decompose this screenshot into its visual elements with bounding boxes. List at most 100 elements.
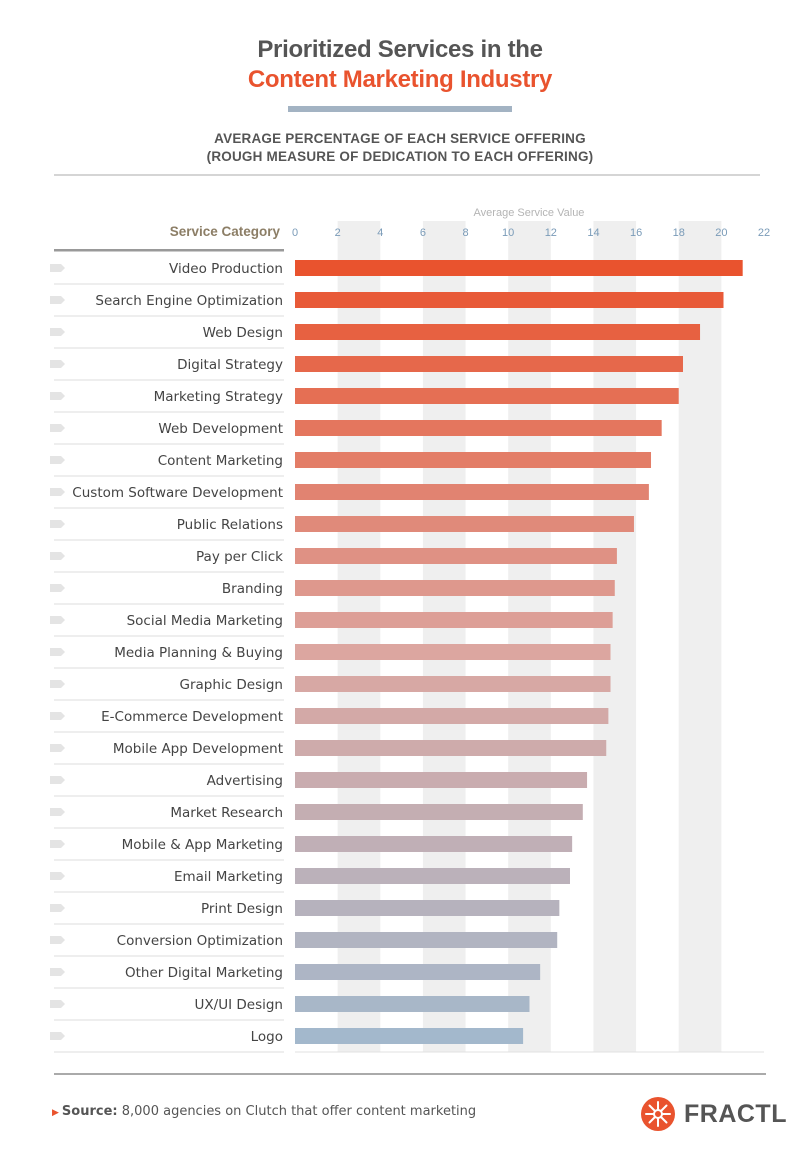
grid-band (422, 221, 466, 1052)
category-label: Email Marketing (174, 869, 283, 885)
row-bullet-icon (50, 616, 65, 624)
x-tick-label: 14 (587, 227, 599, 239)
category-label: Public Relations (177, 517, 283, 533)
title-underline (288, 106, 512, 112)
category-label: Media Planning & Buying (114, 645, 283, 661)
bar (295, 420, 662, 436)
row-bullet-icon (50, 456, 65, 464)
bar (295, 836, 573, 852)
row-bullet-icon (50, 328, 65, 336)
row-bullet-icon (50, 936, 65, 944)
category-label: Conversion Optimization (117, 933, 283, 949)
chart-title-line1: Prioritized Services in the (257, 36, 543, 63)
bar (295, 580, 615, 596)
subtitle-divider (54, 174, 760, 176)
category-label: Advertising (207, 773, 283, 789)
bar (295, 964, 541, 980)
y-axis-label: Service Category (170, 224, 281, 239)
bar (295, 676, 611, 692)
category-label: Web Development (158, 421, 283, 437)
row-bullet-icon (50, 424, 65, 432)
footer-divider (54, 1073, 766, 1075)
row-bullet-icon (50, 808, 65, 816)
row-bullet-icon (50, 776, 65, 784)
category-label: Social Media Marketing (127, 613, 283, 629)
x-tick-label: 6 (420, 227, 426, 239)
chart-title-line2: Content Marketing Industry (247, 66, 553, 93)
bar (295, 292, 724, 308)
x-tick-label: 22 (758, 227, 770, 239)
fractl-sunburst-icon (641, 1097, 675, 1131)
category-label: Print Design (201, 901, 283, 917)
category-label: Search Engine Optimization (95, 293, 283, 309)
x-tick-label: 18 (673, 227, 685, 239)
bar (295, 708, 609, 724)
grid-band (337, 221, 381, 1052)
category-label: Marketing Strategy (154, 389, 283, 405)
x-tick-label: 16 (630, 227, 642, 239)
category-label: Other Digital Marketing (125, 965, 283, 981)
row-bullet-icon (50, 1032, 65, 1040)
logo-text: FRACTL (684, 1099, 787, 1128)
bar (295, 452, 652, 468)
source-text: 8,000 agencies on Clutch that offer cont… (121, 1104, 477, 1119)
row-bullet-icon (50, 744, 65, 752)
row-bullet-icon (50, 296, 65, 304)
bar (295, 484, 649, 500)
chart-subtitle-line1: AVERAGE PERCENTAGE OF EACH SERVICE OFFER… (214, 131, 586, 146)
row-bullet-icon (50, 360, 65, 368)
bar (295, 932, 558, 948)
bar (295, 516, 634, 532)
row-bullet-icon (50, 680, 65, 688)
category-label: Branding (222, 581, 283, 597)
category-label: Custom Software Development (72, 485, 283, 501)
category-label: Web Design (203, 325, 283, 341)
bar (295, 548, 617, 564)
category-label: Content Marketing (158, 453, 283, 469)
x-tick-label: 0 (292, 227, 298, 239)
category-label: Market Research (170, 805, 283, 821)
grid-band (678, 221, 722, 1052)
category-label: Digital Strategy (177, 357, 283, 373)
row-bullet-icon (50, 584, 65, 592)
category-label: Pay per Click (196, 549, 283, 565)
bar (295, 612, 613, 628)
row-bullet-icon (50, 552, 65, 560)
category-label: Logo (251, 1029, 283, 1045)
bar (295, 740, 607, 756)
row-bullet-icon (50, 872, 65, 880)
bar (295, 388, 679, 404)
bar (295, 804, 583, 820)
row-bullet-icon (50, 712, 65, 720)
grid-band (593, 221, 637, 1052)
x-tick-label: 4 (377, 227, 383, 239)
bar-chart: 0 2 4 6 8 10 12 14 16 18 20 22 Video Production Sear… (50, 207, 770, 1053)
source-label: Source: (61, 1104, 118, 1119)
bar (295, 900, 560, 916)
category-label: Mobile App Development (113, 741, 283, 757)
row-bullet-icon (50, 392, 65, 400)
row-bullet-icon (50, 520, 65, 528)
row-bullet-icon (50, 648, 65, 656)
row-bullet-icon (50, 1000, 65, 1008)
header-divider (54, 249, 284, 252)
category-label: E-Commerce Development (101, 709, 283, 725)
bar (295, 1028, 524, 1044)
grid-band (508, 221, 551, 1052)
x-axis-label: Average Service Value (474, 207, 585, 219)
category-label: Mobile & App Marketing (122, 837, 283, 853)
fractl-logo: FRACTL (640, 1096, 787, 1132)
x-tick-label: 12 (545, 227, 557, 239)
source-note: ▶ Source: 8,000 agencies on Clutch that o… (52, 1104, 476, 1119)
row-bullet-icon (50, 488, 65, 496)
x-tick-label: 2 (335, 227, 341, 239)
bar (295, 356, 683, 372)
x-tick-label: 8 (462, 227, 468, 239)
row-bullet-icon (50, 264, 65, 272)
bar (295, 996, 530, 1012)
x-tick-label: 20 (715, 227, 727, 239)
row-bullet-icon (50, 968, 65, 976)
category-label: Video Production (169, 261, 283, 277)
x-tick-label: 10 (502, 227, 514, 239)
chart-subtitle-line2: (ROUGH MEASURE OF DEDICATION TO EACH OFF… (206, 149, 594, 164)
